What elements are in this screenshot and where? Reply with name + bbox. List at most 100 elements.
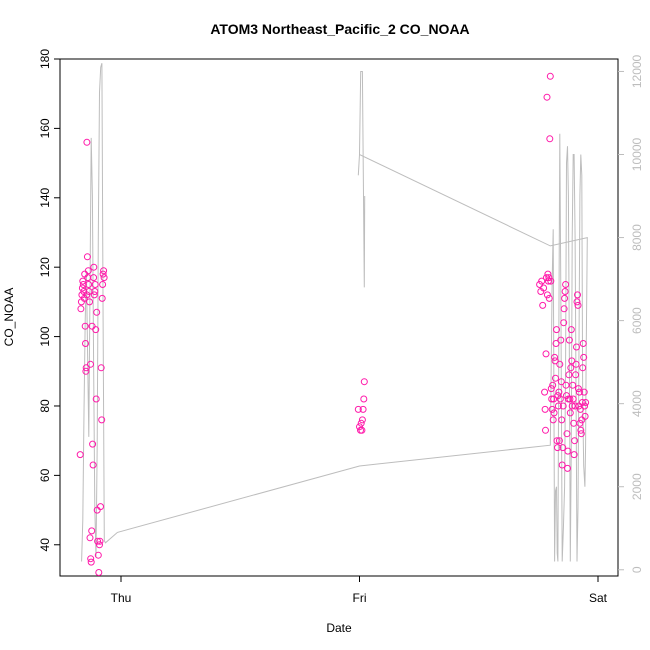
data-point: [549, 381, 557, 389]
data-point: [579, 364, 587, 372]
data-point: [358, 416, 366, 424]
data-point: [557, 378, 565, 386]
data-point: [567, 364, 575, 372]
y2-tick-label: 12000: [630, 54, 644, 88]
data-point: [85, 281, 93, 288]
data-point: [99, 270, 107, 278]
data-point: [551, 357, 559, 365]
data-point: [556, 360, 564, 368]
data-point: [541, 388, 549, 396]
data-point: [548, 395, 556, 403]
y2-tick-label: 0: [630, 566, 644, 573]
y2-tick-label: 6000: [630, 307, 644, 334]
data-point: [581, 402, 589, 410]
data-point: [541, 405, 549, 413]
data-point: [94, 537, 102, 545]
data-point: [577, 430, 585, 438]
data-point: [547, 277, 555, 285]
data-point: [94, 551, 102, 559]
data-point: [546, 72, 554, 80]
data-point: [566, 409, 574, 417]
data-point: [542, 426, 549, 434]
data-point: [552, 374, 559, 382]
data-point: [549, 416, 557, 424]
data-point: [582, 399, 590, 406]
data-point: [539, 301, 547, 309]
y-tick-label: 140: [38, 187, 52, 207]
data-point: [83, 138, 91, 146]
data-point: [559, 402, 567, 410]
y-tick-label: 80: [38, 399, 52, 413]
data-point: [76, 451, 84, 459]
data-point: [564, 464, 571, 472]
data-point: [90, 274, 98, 282]
x-axis: Thu Fri Sat Date: [111, 576, 608, 635]
data-point: [92, 395, 100, 403]
data-point: [542, 350, 550, 358]
data-point: [89, 440, 97, 448]
data-point: [96, 537, 104, 545]
x-axis-label: Date: [326, 621, 352, 635]
data-point: [89, 461, 97, 469]
y2-tick-label: 8000: [630, 224, 644, 251]
data-point: [565, 336, 573, 344]
data-point: [568, 357, 576, 365]
data-point: [574, 385, 582, 393]
series-line: [81, 63, 588, 562]
data-point: [360, 395, 368, 403]
y-tick-label: 60: [38, 468, 52, 482]
data-point: [88, 527, 96, 535]
data-point: [77, 305, 85, 313]
data-point: [357, 419, 365, 427]
data-point: [567, 326, 575, 334]
y2-tick-label: 10000: [630, 138, 644, 172]
data-point: [580, 353, 588, 361]
data-point: [93, 308, 101, 316]
data-point: [571, 437, 579, 445]
data-point: [576, 419, 584, 427]
data-point: [579, 340, 587, 347]
data-point: [87, 360, 94, 368]
x-tick-label: Thu: [111, 591, 132, 605]
y2-tick-label: 4000: [630, 390, 644, 417]
data-point: [95, 569, 103, 576]
data-point: [565, 371, 573, 379]
data-point: [87, 555, 95, 563]
data-point: [358, 426, 366, 434]
data-point: [97, 364, 105, 372]
x-tick-label: Sat: [589, 591, 608, 605]
y-tick-label: 120: [38, 257, 52, 277]
data-point: [560, 305, 568, 313]
data-point: [92, 326, 100, 334]
data-point: [81, 322, 89, 330]
data-point: [558, 416, 566, 424]
data-point: [544, 277, 552, 285]
data-point: [100, 267, 108, 275]
data-point: [569, 381, 577, 389]
data-point: [98, 294, 106, 302]
data-point: [87, 558, 95, 566]
data-point: [578, 399, 586, 406]
data-point: [543, 291, 551, 299]
data-point: [574, 291, 581, 299]
data-point: [96, 541, 103, 549]
data-point: [573, 298, 581, 306]
data-point: [544, 270, 552, 278]
data-point: [536, 281, 544, 288]
data-point: [580, 388, 588, 396]
data-point: [548, 405, 556, 413]
y-tick-label: 100: [38, 326, 52, 346]
data-point: [91, 288, 99, 295]
y-axis-right: 0 2000 4000 6000 8000 10000 12000: [618, 54, 644, 573]
data-point: [570, 451, 578, 459]
data-point: [354, 405, 362, 413]
data-point: [90, 263, 98, 271]
x-ticks: Thu Fri Sat: [111, 576, 608, 605]
data-point: [581, 412, 589, 420]
data-point: [576, 405, 584, 413]
data-point: [556, 395, 564, 403]
data-point: [561, 294, 569, 302]
data-point: [554, 444, 561, 452]
data-point: [79, 281, 87, 288]
